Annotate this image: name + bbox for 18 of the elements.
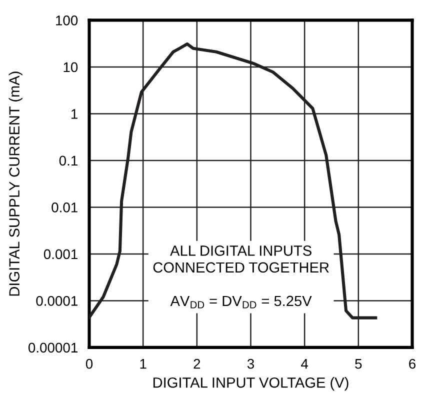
x-tick-label: 5 [355, 359, 362, 369]
x-tick-label: 4 [301, 359, 308, 369]
x-tick-label: 1 [140, 359, 146, 369]
text: ALL DIGITAL INPUTS CONNECTED TOGETHER AV$_{DD}$ = DV$_{DD}$ = 5.25V [153, 246, 329, 308]
y-tick-label: 0.1 [59, 156, 78, 166]
x-tick-label: 6 [409, 358, 416, 369]
y-axis-title: DIGITAL SUPPLY CURRENT (mA) [8, 72, 22, 296]
y-tick-label: 1 [71, 109, 78, 119]
x-tick-label: 3 [247, 358, 254, 369]
x-axis-title: DIGITAL INPUT VOLTAGE (V) [153, 377, 348, 391]
y-tick-label: 0.00001 [28, 342, 78, 353]
x-tick-label: 2 [194, 358, 200, 369]
y-tick-label: 0.001 [44, 249, 78, 260]
y-tick-label: 10 [64, 62, 78, 72]
y-tick-label: 100 [56, 16, 78, 26]
x-tick-label: 0 [86, 358, 93, 369]
y-tick-label: 0.0001 [36, 296, 78, 306]
y-tick-label: 0.01 [52, 202, 78, 212]
